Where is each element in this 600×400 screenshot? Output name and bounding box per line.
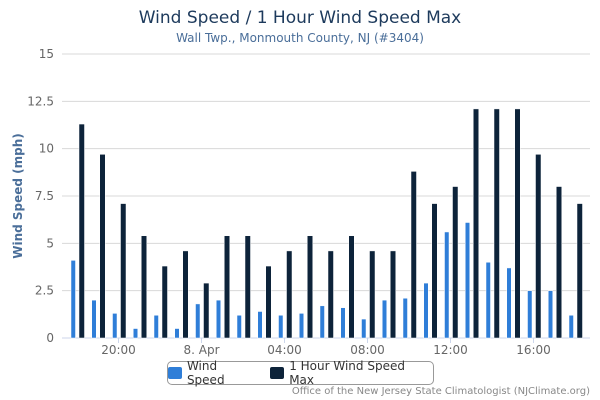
bar-wind-speed [506,267,512,339]
legend: Wind Speed 1 Hour Wind Speed Max [167,359,434,387]
bar-wind-speed-max [307,235,313,339]
y-tick-label: 12.5 [27,94,54,108]
bar-wind-speed [361,318,367,339]
x-tick-label: 08:00 [350,343,385,357]
y-tick-label: 2.5 [35,284,54,298]
x-tick-label: 20:00 [101,343,136,357]
x-tick-label: 8. Apr [183,343,219,357]
legend-swatch [168,367,182,379]
y-tick-label: 10 [39,142,54,156]
bar-wind-speed [70,260,76,339]
bar-wind-speed-max [535,154,542,339]
bar-wind-speed-max [244,235,251,339]
bar-wind-speed [153,315,159,339]
bar-wind-speed-max [224,235,230,339]
bar-wind-speed-max [203,282,210,339]
bar-wind-speed [257,311,263,339]
bar-wind-speed-max [348,235,355,339]
y-tick-label: 5 [46,236,54,250]
bar-wind-speed-max [182,250,189,339]
y-tick-label: 7.5 [35,189,54,203]
bar-wind-speed [174,328,180,339]
bar-wind-speed [423,282,429,339]
bar-wind-speed [112,313,118,339]
bar-wind-speed [444,231,450,339]
bar-wind-speed-max [556,186,562,339]
bar-wind-speed-max [473,108,479,339]
bar-wind-speed [402,297,408,339]
bar-wind-speed [382,299,387,339]
bar-wind-speed-max [410,171,417,339]
bar-wind-speed [216,299,221,339]
legend-swatch [270,367,285,379]
chart-subtitle: Wall Twp., Monmouth County, NJ (#3404) [176,31,424,45]
bar-wind-speed [299,313,304,339]
bar-wind-speed-max [390,250,396,339]
bar-wind-speed-max [576,203,583,339]
y-tick-label: 0 [46,331,54,345]
bar-wind-speed-max [327,250,334,339]
bar-wind-speed [548,290,553,339]
legend-label: Wind Speed [186,359,225,387]
bar-wind-speed [340,307,346,339]
bar-wind-speed-max [265,265,272,339]
x-tick-label: 16:00 [516,343,551,357]
bar-wind-speed [133,328,138,339]
legend-label: 1 Hour Wind Speed Max [289,359,405,387]
y-axis-label: Wind Speed (mph) [11,133,25,259]
bar-wind-speed [465,222,470,339]
legend-item-wind-speed[interactable]: Wind Speed [168,359,258,387]
bar-wind-speed [195,303,201,339]
bar-wind-speed-max [514,108,521,339]
credit: Office of the New Jersey State Climatolo… [291,386,590,397]
bar-wind-speed [568,315,574,339]
bar-wind-speed-max [78,123,85,339]
bar-wind-speed-max [120,203,127,339]
x-tick-label: 04:00 [267,343,302,357]
bar-wind-speed [278,315,284,339]
bar-wind-speed [236,315,242,339]
chart-title: Wind Speed / 1 Hour Wind Speed Max [138,8,462,28]
bar-wind-speed [485,262,491,339]
bar-wind-speed-max [99,154,106,339]
bar-wind-speed-max [141,235,147,339]
bar-wind-speed-max [286,250,293,339]
x-tick-label: 12:00 [433,343,468,357]
bar-wind-speed-max [431,203,438,339]
bar-wind-speed [527,290,533,339]
y-tick-label: 15 [39,47,54,61]
bar-wind-speed-max [493,108,500,339]
bar-wind-speed [91,299,97,339]
bar-wind-speed-max [369,250,376,339]
bar-wind-speed-max [161,265,168,339]
legend-item-wind-max[interactable]: 1 Hour Wind Speed Max [270,359,433,387]
bar-wind-speed [319,305,325,339]
bar-wind-speed-max [452,186,459,339]
